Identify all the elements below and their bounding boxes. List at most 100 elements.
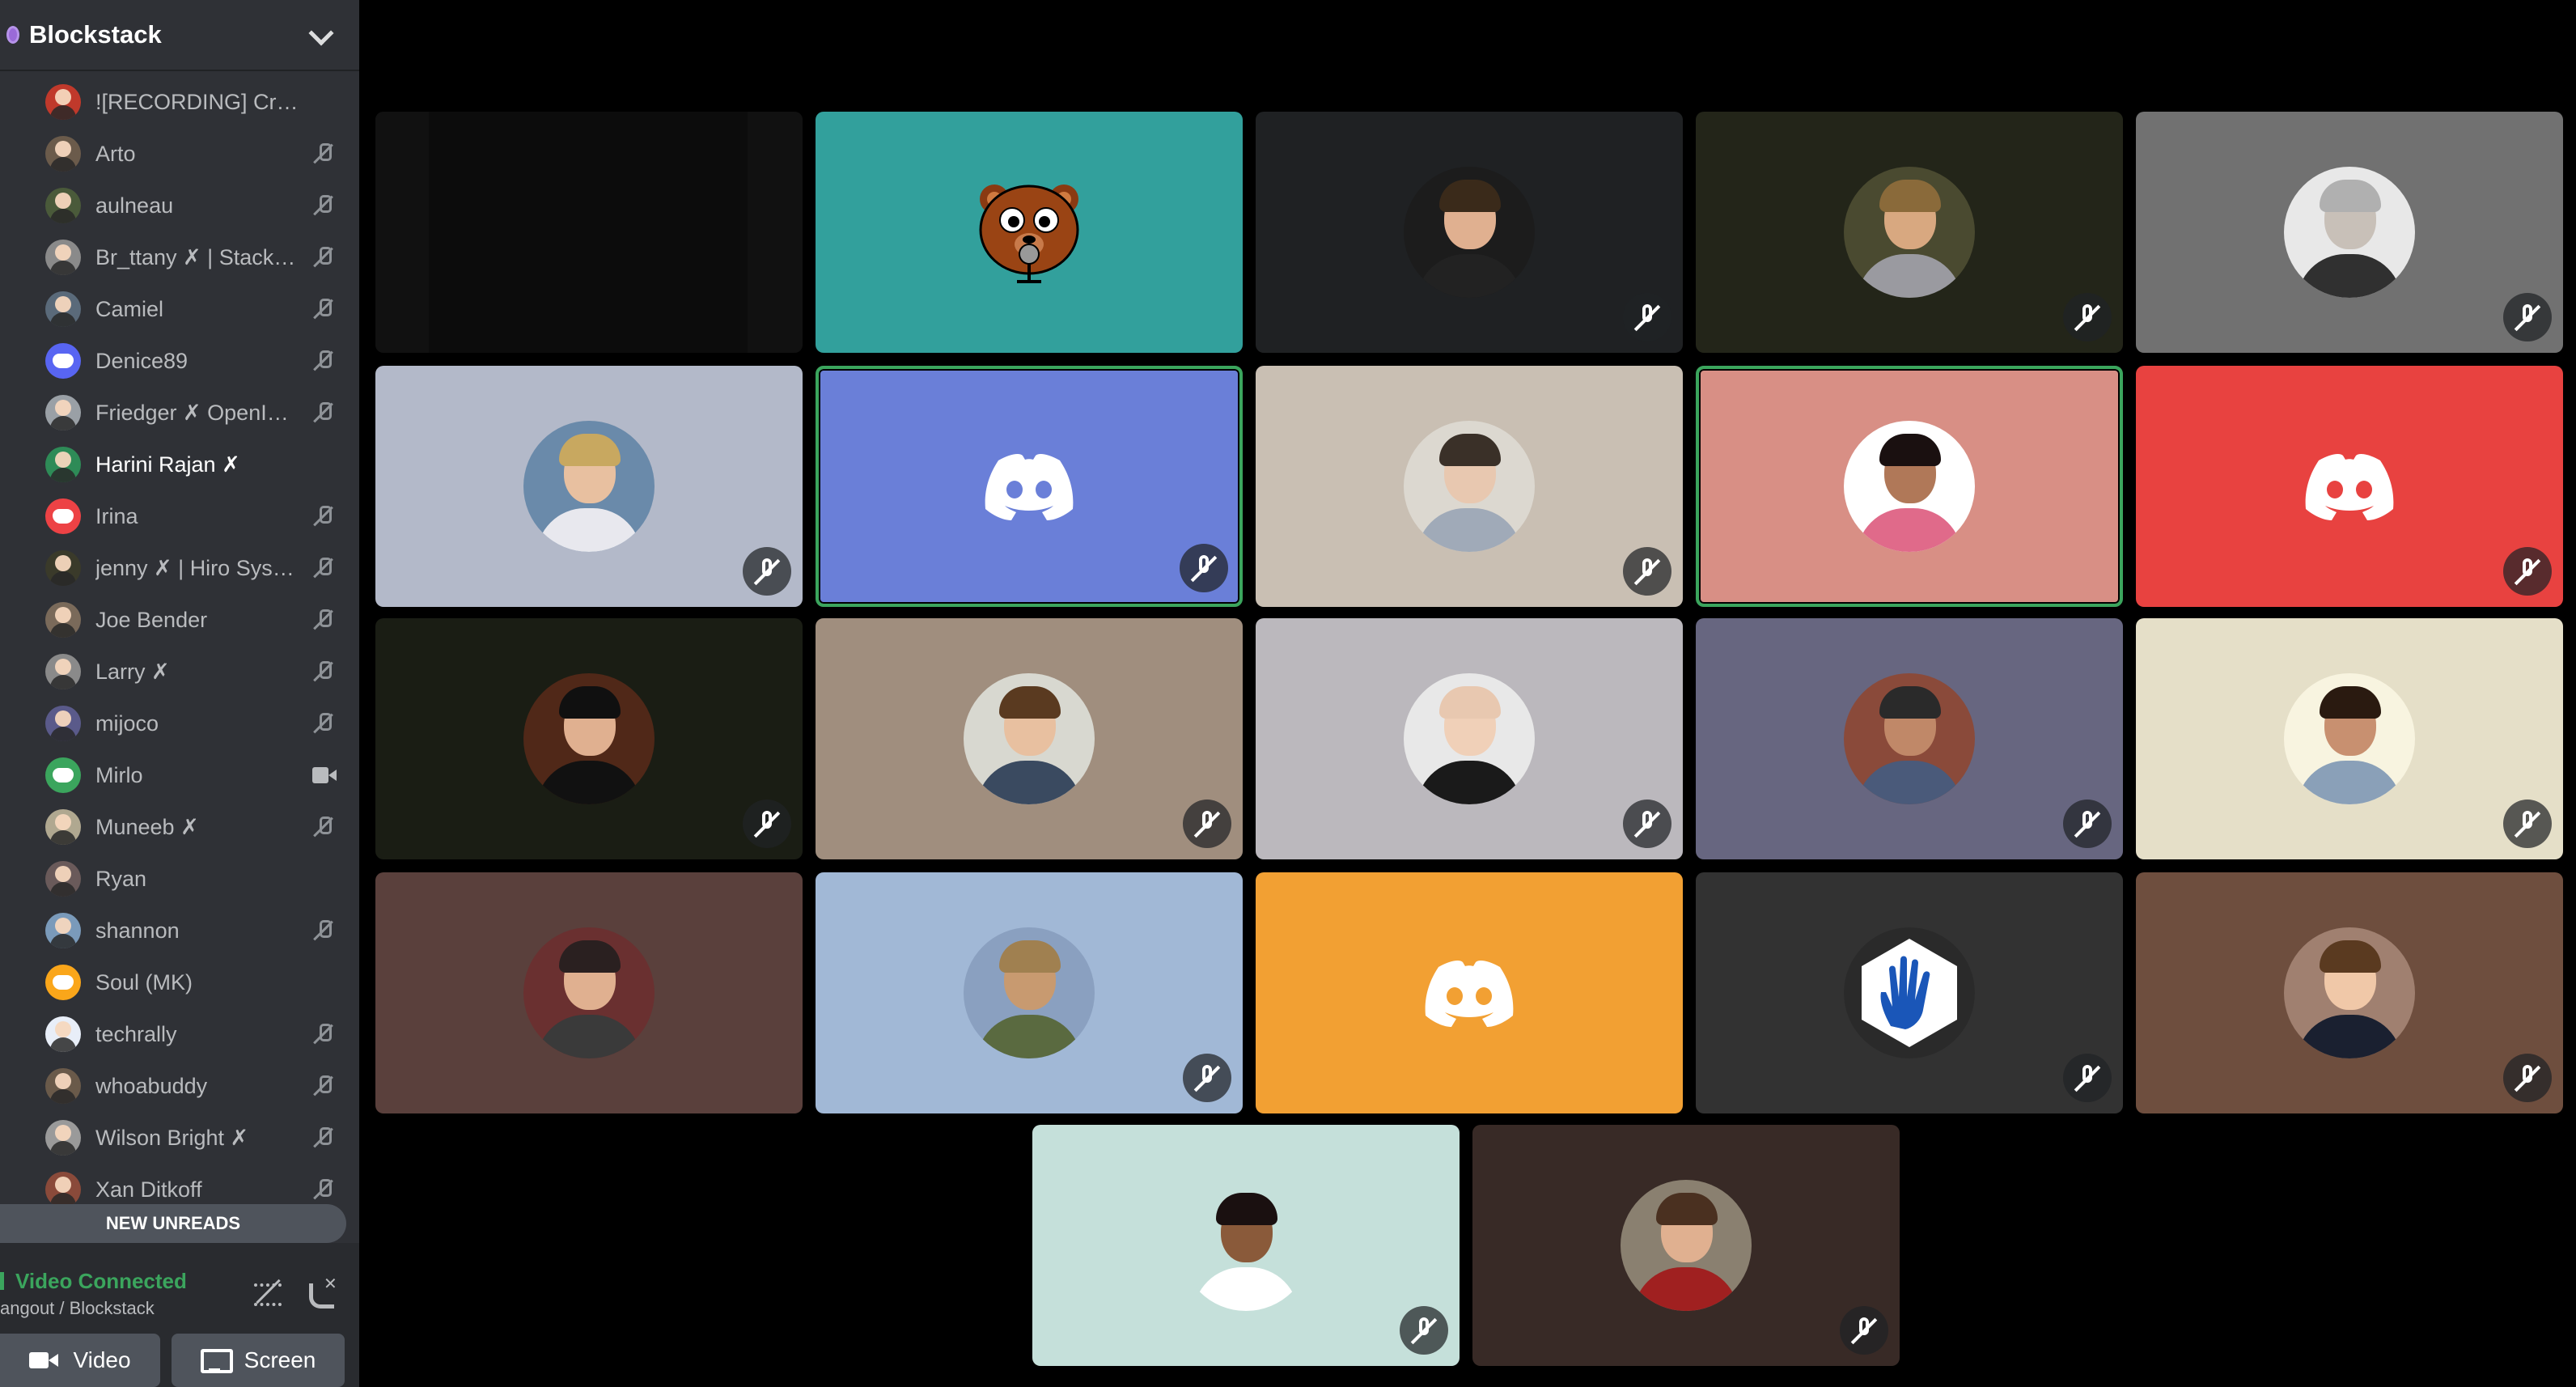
- member-name: Soul (MK): [95, 969, 193, 995]
- chevron-down-icon[interactable]: [308, 20, 334, 46]
- member-item[interactable]: Camiel: [0, 285, 359, 333]
- microphone-muted-icon: [312, 816, 335, 838]
- participant-avatar: [2284, 927, 2415, 1058]
- server-header[interactable]: Blockstack: [0, 0, 359, 71]
- member-item[interactable]: Harini Rajan ✗: [0, 440, 359, 489]
- microphone-muted-icon: [1183, 1054, 1231, 1102]
- member-item[interactable]: ![RECORDING] Craig: [0, 78, 359, 126]
- screen-share-button[interactable]: Screen: [172, 1334, 345, 1387]
- video-button[interactable]: Video: [0, 1334, 160, 1387]
- participant-avatar: [2284, 673, 2415, 804]
- participant-tile[interactable]: [1256, 112, 1683, 353]
- participant-tile[interactable]: [1472, 1125, 1900, 1366]
- noise-suppression-icon[interactable]: [251, 1275, 286, 1311]
- participant-tile[interactable]: [375, 618, 803, 859]
- member-item[interactable]: Wilson Bright ✗: [0, 1113, 359, 1162]
- member-name: Harini Rajan ✗: [95, 452, 240, 477]
- member-avatar: [45, 1016, 81, 1052]
- participant-avatar: [2284, 167, 2415, 298]
- member-item[interactable]: Arto: [0, 129, 359, 178]
- participant-tile[interactable]: [1256, 366, 1683, 607]
- participant-avatar: [1180, 1180, 1311, 1311]
- member-item[interactable]: Br_ttany ✗ | Stacks ...: [0, 233, 359, 282]
- microphone-muted-icon: [2503, 293, 2552, 341]
- screen-button-label: Screen: [244, 1347, 316, 1372]
- member-item[interactable]: Joe Bender: [0, 596, 359, 644]
- participant-tile[interactable]: [1696, 618, 2123, 859]
- camera-feed: [375, 112, 803, 353]
- participant-tile[interactable]: [2136, 112, 2563, 353]
- microphone-muted-icon: [1840, 1306, 1888, 1355]
- participant-avatar: [523, 421, 655, 552]
- participant-tile[interactable]: [2136, 618, 2563, 859]
- member-item[interactable]: Friedger ✗ OpenInt...: [0, 388, 359, 437]
- member-name: Ryan: [95, 866, 147, 891]
- participant-tile[interactable]: [1696, 872, 2123, 1113]
- participant-tile[interactable]: [1696, 112, 2123, 353]
- member-item[interactable]: Denice89: [0, 337, 359, 385]
- member-name: ![RECORDING] Craig: [95, 89, 299, 114]
- member-name: techrally: [95, 1021, 177, 1046]
- member-item[interactable]: aulneau: [0, 181, 359, 230]
- participant-tile[interactable]: [2136, 366, 2563, 607]
- microphone-muted-icon: [1183, 800, 1231, 848]
- participant-tile[interactable]: [816, 366, 1243, 607]
- participant-tile[interactable]: [375, 112, 803, 353]
- voice-status-text: Video Connected: [15, 1269, 187, 1293]
- server-name: Blockstack: [29, 20, 162, 49]
- voice-status[interactable]: Video Connected: [0, 1269, 187, 1294]
- member-avatar: [45, 757, 81, 793]
- member-item[interactable]: whoabuddy: [0, 1062, 359, 1110]
- member-avatar: [45, 84, 81, 120]
- participant-avatar: [964, 673, 1095, 804]
- participant-avatar: [1844, 167, 1975, 298]
- new-unreads-button[interactable]: NEW UNREADS: [0, 1204, 346, 1243]
- microphone-muted-icon: [312, 1075, 335, 1097]
- member-item[interactable]: Mirlo: [0, 751, 359, 800]
- member-avatar: [45, 1120, 81, 1156]
- member-avatar: [45, 291, 81, 327]
- member-avatar: [45, 654, 81, 689]
- member-item[interactable]: Soul (MK): [0, 958, 359, 1007]
- participant-tile[interactable]: [1696, 366, 2123, 607]
- microphone-muted-icon: [743, 800, 791, 848]
- member-avatar: [45, 809, 81, 845]
- participant-tile[interactable]: [2136, 872, 2563, 1113]
- participant-tile[interactable]: [1256, 872, 1683, 1113]
- disconnect-call-icon[interactable]: [304, 1274, 340, 1309]
- microphone-muted-icon: [312, 557, 335, 579]
- member-item[interactable]: Ryan: [0, 855, 359, 903]
- member-item[interactable]: Muneeb ✗: [0, 803, 359, 851]
- participant-tile[interactable]: [816, 112, 1243, 353]
- participant-tile[interactable]: [816, 618, 1243, 859]
- member-name: Denice89: [95, 348, 189, 373]
- participant-tile[interactable]: [375, 872, 803, 1113]
- member-item[interactable]: shannon: [0, 906, 359, 955]
- member-avatar: [45, 1068, 81, 1104]
- member-avatar: [45, 136, 81, 172]
- member-item[interactable]: techrally: [0, 1010, 359, 1058]
- participant-avatar: [1404, 421, 1535, 552]
- participant-tile[interactable]: [1256, 618, 1683, 859]
- microphone-muted-icon: [312, 1178, 335, 1201]
- microphone-muted-icon: [1180, 544, 1228, 592]
- member-item[interactable]: Larry ✗: [0, 647, 359, 696]
- discord-default-avatar-icon: [2301, 452, 2398, 520]
- participant-tile[interactable]: [816, 872, 1243, 1113]
- member-item[interactable]: Irina: [0, 492, 359, 541]
- microphone-muted-icon: [312, 505, 335, 528]
- member-avatar: [45, 861, 81, 897]
- member-name: Xan Ditkoff: [95, 1177, 202, 1202]
- member-avatar: [45, 240, 81, 275]
- member-item[interactable]: jenny ✗ | Hiro Syste...: [0, 544, 359, 592]
- microphone-muted-icon: [312, 1126, 335, 1149]
- signal-icon: [0, 1272, 4, 1290]
- member-item[interactable]: Xan Ditkoff: [0, 1165, 359, 1207]
- participant-tile[interactable]: [375, 366, 803, 607]
- sidebar: Blockstack ![RECORDING] Craig Arto aulneau…: [0, 0, 359, 1387]
- server-icon: [6, 26, 19, 44]
- video-button-label: Video: [73, 1347, 131, 1372]
- participant-tile[interactable]: [1032, 1125, 1460, 1366]
- microphone-muted-icon: [312, 1023, 335, 1046]
- member-item[interactable]: mijoco: [0, 699, 359, 748]
